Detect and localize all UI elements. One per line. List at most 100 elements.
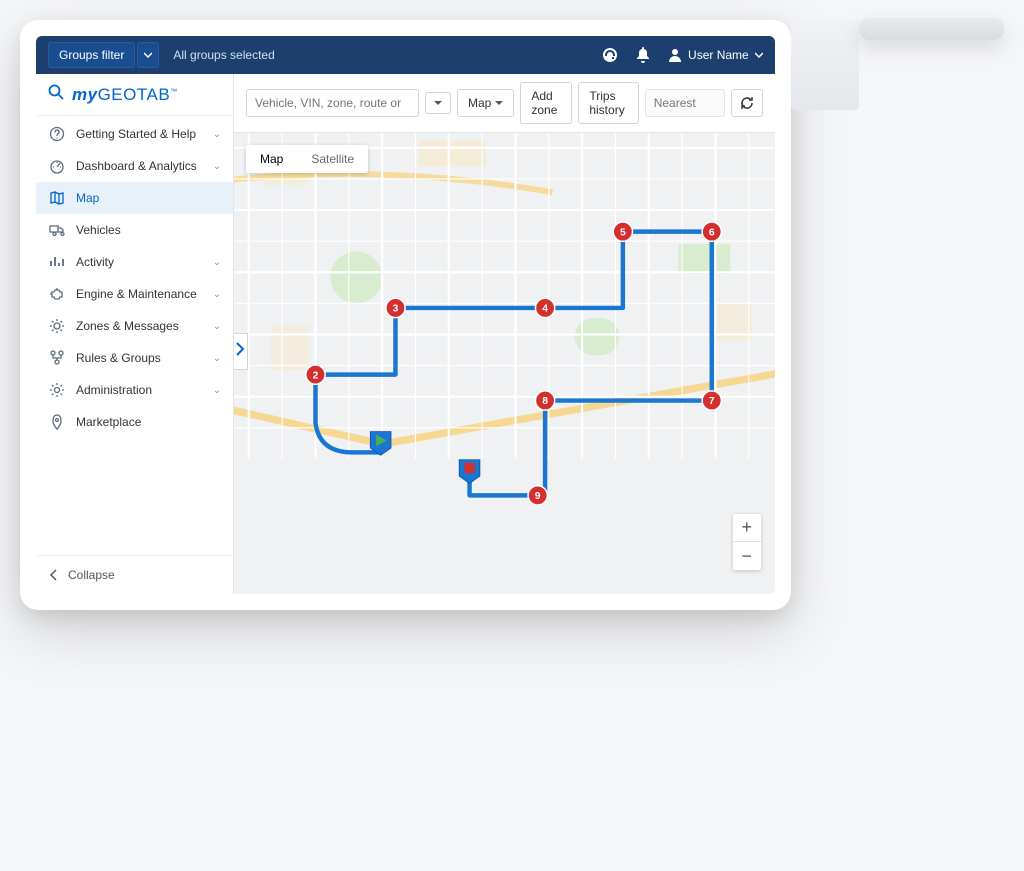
admin-icon [48, 382, 66, 398]
monitor-stand [791, 20, 859, 110]
logo: myGEOTAB™ [72, 85, 178, 105]
chevron-left-icon [48, 569, 60, 581]
collapse-label: Collapse [68, 568, 115, 582]
sidebar-item-label: Marketplace [76, 415, 141, 429]
support-icon[interactable] [602, 47, 618, 63]
route-overlay: 2 3 4 5 6 7 8 9 [234, 133, 775, 594]
chevron-down-icon: ⌄ [213, 385, 221, 396]
monitor-frame: Groups filter All groups selected User N… [20, 20, 791, 610]
sidebar-item-label: Vehicles [76, 223, 121, 237]
chevron-down-icon [144, 51, 152, 59]
sidebar-item-market[interactable]: Marketplace [36, 406, 233, 438]
sidebar-item-map[interactable]: Map [36, 182, 233, 214]
chevron-down-icon: ⌄ [213, 353, 221, 364]
nearest-input[interactable] [645, 89, 725, 117]
map-toolbar: Map Add zone Trips history [234, 74, 775, 133]
user-name-label: User Name [688, 48, 749, 62]
groups-filter-dropdown[interactable] [137, 42, 159, 68]
zoom-in-button[interactable]: + [733, 514, 761, 542]
waypoint-6: 6 [702, 222, 721, 241]
groups-selected-text: All groups selected [173, 48, 274, 62]
activity-icon [48, 254, 66, 270]
waypoint-3: 3 [386, 298, 405, 317]
notifications-icon[interactable] [636, 47, 650, 63]
vehicle-search-input[interactable] [246, 89, 419, 117]
sidebar-item-engine[interactable]: Engine & Maintenance⌄ [36, 278, 233, 310]
user-icon [668, 48, 682, 62]
sidebar-item-label: Rules & Groups [76, 351, 161, 365]
sidebar-item-dashboard[interactable]: Dashboard & Analytics ⌄ [36, 150, 233, 182]
sidebar-item-label: Dashboard & Analytics [76, 159, 197, 173]
sidebar-item-label: Map [76, 191, 99, 205]
zones-icon [48, 318, 66, 334]
svg-text:8: 8 [542, 396, 548, 407]
sidebar-item-rules[interactable]: Rules & Groups ⌄ [36, 342, 233, 374]
svg-text:4: 4 [542, 304, 548, 315]
main-area: myGEOTAB™ Getting Started & Help⌄Dashboa… [36, 74, 775, 594]
chevron-right-icon [235, 342, 245, 356]
dashboard-icon [48, 158, 66, 174]
chevron-down-icon: ⌄ [213, 257, 221, 268]
monitor-base [859, 18, 1004, 40]
waypoint-4: 4 [535, 298, 554, 317]
chevron-down-icon: ⌄ [213, 289, 221, 300]
sidebar-item-label: Activity [76, 255, 114, 269]
map-type-satellite[interactable]: Satellite [297, 145, 368, 173]
groups-filter-label: Groups filter [59, 48, 124, 62]
end-marker [459, 460, 480, 484]
truck-icon [48, 222, 66, 238]
svg-text:9: 9 [535, 491, 541, 502]
zoom-control: + − [733, 514, 761, 570]
collapse-button[interactable]: Collapse [36, 555, 233, 594]
svg-text:6: 6 [709, 227, 715, 238]
sidebar-item-activity[interactable]: Activity ⌄ [36, 246, 233, 278]
zoom-out-button[interactable]: − [733, 542, 761, 570]
sidebar-nav: Getting Started & Help⌄Dashboard & Analy… [36, 116, 233, 555]
market-icon [48, 414, 66, 430]
svg-text:5: 5 [620, 227, 626, 238]
chevron-down-icon: ⌄ [213, 321, 221, 332]
search-dropdown[interactable] [425, 92, 451, 114]
sidebar-item-zones[interactable]: Zones & Messages ⌄ [36, 310, 233, 342]
logo-row: myGEOTAB™ [36, 74, 233, 116]
search-icon[interactable] [48, 84, 64, 105]
sidebar-item-label: Getting Started & Help [76, 127, 196, 141]
map-type-map[interactable]: Map [246, 145, 297, 173]
caret-down-icon [434, 99, 442, 107]
svg-text:3: 3 [393, 304, 399, 315]
sidebar-item-help[interactable]: Getting Started & Help ⌄ [36, 118, 233, 150]
waypoint-7: 7 [702, 391, 721, 410]
map-canvas[interactable]: Map Satellite 2 3 4 5 6 7 8 9 + − [234, 133, 775, 594]
sidebar-item-label: Zones & Messages [76, 319, 179, 333]
chevron-down-icon: ⌄ [213, 161, 221, 172]
waypoint-9: 9 [528, 486, 547, 505]
chevron-down-icon [755, 51, 763, 59]
waypoint-8: 8 [535, 391, 554, 410]
engine-icon [48, 286, 66, 302]
screen: Groups filter All groups selected User N… [36, 36, 775, 594]
caret-down-icon [495, 99, 503, 107]
rules-icon [48, 350, 66, 366]
sidebar-item-admin[interactable]: Administration ⌄ [36, 374, 233, 406]
map-icon [48, 190, 66, 206]
sidebar-item-truck[interactable]: Vehicles [36, 214, 233, 246]
panel-expand-handle[interactable] [234, 333, 248, 370]
map-type-toggle: Map Satellite [246, 145, 368, 173]
svg-text:7: 7 [709, 396, 715, 407]
topbar: Groups filter All groups selected User N… [36, 36, 775, 74]
map-dropdown-button[interactable]: Map [457, 89, 514, 117]
svg-text:2: 2 [313, 370, 319, 381]
refresh-icon [740, 96, 754, 110]
add-zone-button[interactable]: Add zone [520, 82, 572, 124]
sidebar-item-label: Administration [76, 383, 152, 397]
groups-filter-button[interactable]: Groups filter [48, 42, 135, 68]
refresh-button[interactable] [731, 89, 763, 117]
waypoint-2: 2 [306, 365, 325, 384]
help-icon [48, 126, 66, 142]
sidebar: myGEOTAB™ Getting Started & Help⌄Dashboa… [36, 74, 234, 594]
chevron-down-icon: ⌄ [213, 129, 221, 140]
trips-history-button[interactable]: Trips history [578, 82, 638, 124]
user-menu[interactable]: User Name [668, 48, 763, 62]
content-area: Map Add zone Trips history Map Satellite… [234, 74, 775, 594]
waypoint-5: 5 [613, 222, 632, 241]
